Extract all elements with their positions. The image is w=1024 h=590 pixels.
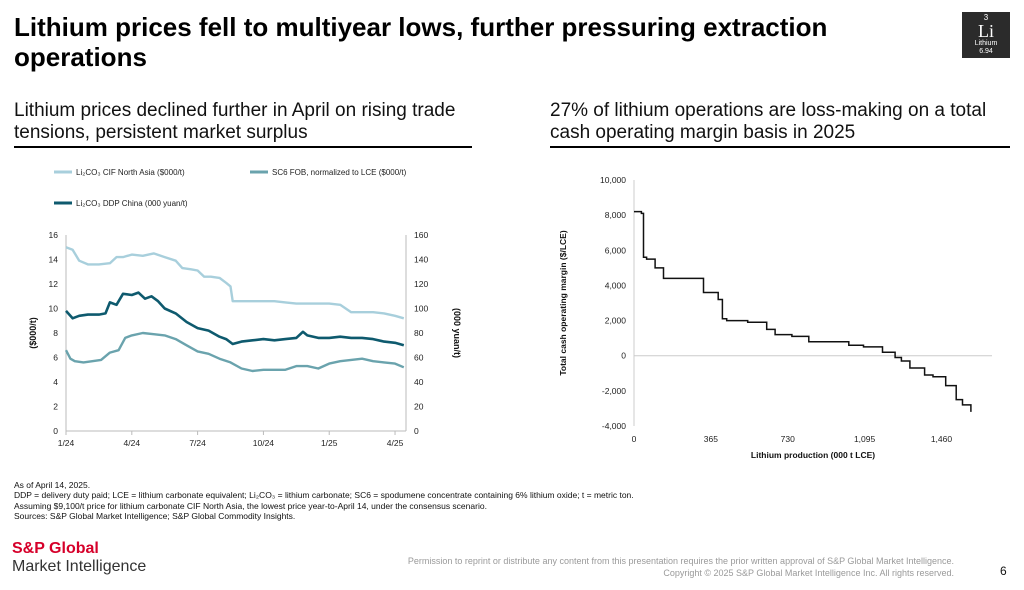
y-right-tick-label: 60 (414, 353, 424, 363)
y-axis-title: ($000/t) (28, 317, 38, 349)
y-right-tick-label: 0 (414, 426, 419, 436)
footnote-assumption: Assuming $9,100/t price for lithium carb… (14, 500, 487, 511)
x-tick-label: 1,460 (931, 434, 953, 444)
x-tick-label: 1/24 (58, 438, 75, 448)
y-right-tick-label: 80 (414, 328, 424, 338)
y-tick-label: -4,000 (602, 421, 626, 431)
element-number: 3 (983, 13, 989, 22)
y-tick-label: 2 (53, 402, 58, 412)
y-tick-label: 6 (53, 353, 58, 363)
x-tick-label: 1,095 (854, 434, 876, 444)
series-line (64, 331, 405, 373)
x-tick-label: 4/24 (124, 438, 141, 448)
y-tick-label: 10,000 (600, 175, 626, 185)
cost-curve-chart: -4,000 -2,000 0 2,000 4,000 6,000 8,000 10,000 0… (558, 175, 992, 460)
y-tick-label: 10 (49, 304, 59, 314)
legend-label: SC6 FOB, normalized to LCE ($000/t) (272, 168, 407, 177)
y-tick-label: 6,000 (605, 245, 627, 255)
y-right-tick-label: 140 (414, 255, 428, 265)
y-right-tick-label: 160 (414, 230, 428, 240)
cost-curve-line (634, 210, 972, 412)
page-number: 6 (1000, 564, 1007, 578)
right-subtitle: 27% of lithium operations are loss-makin… (550, 100, 987, 143)
lithium-element-icon: 3 Li Lithium 6.94 (962, 12, 1010, 58)
copyright-text: Copyright © 2025 S&P Global Market Intel… (663, 568, 954, 578)
y-right-tick-label: 20 (414, 402, 424, 412)
element-mass: 6.94 (979, 48, 993, 55)
permission-notice: Permission to reprint or distribute any … (408, 555, 954, 579)
y-right-tick-label: 40 (414, 377, 424, 387)
footnote-abbreviations: DDP = delivery duty paid; LCE = lithium … (14, 490, 634, 501)
right-divider (550, 146, 1010, 148)
brand-subname: Market Intelligence (12, 558, 147, 575)
x-tick-label: 730 (781, 434, 795, 444)
y-tick-label: 0 (621, 351, 626, 361)
element-symbol: Li (978, 21, 994, 41)
y-axis-title-right: (000 yuan/t) (452, 308, 462, 358)
y-tick-label: 0 (53, 426, 58, 436)
y-tick-label: 12 (49, 279, 59, 289)
x-tick-label: 1/25 (321, 438, 338, 448)
footnotes: As of April 14, 2025. DDP = delivery dut… (14, 480, 634, 522)
footnote-date: As of April 14, 2025. (14, 480, 91, 490)
y-tick-label: 8,000 (605, 210, 627, 220)
series-line (65, 291, 405, 347)
y-axis-title: Total cash operating margin ($/LCE) (558, 230, 568, 375)
legend-label: Li₂CO₃ DDP China (000 yuan/t) (76, 199, 188, 208)
y-tick-label: 4 (53, 377, 58, 387)
x-tick-label: 365 (704, 434, 718, 444)
y-right-tick-label: 100 (414, 304, 428, 314)
left-subtitle: Lithium prices declined further in April… (14, 100, 456, 143)
x-tick-label: 4/25 (387, 438, 404, 448)
legend-label: Li₂CO₃ CIF North Asia ($000/t) (76, 168, 185, 177)
lithium-prices-chart: Li₂CO₃ CIF North Asia ($000/t) SC6 FOB, n… (28, 168, 462, 448)
y-tick-label: -2,000 (602, 386, 626, 396)
y-tick-label: 16 (49, 230, 59, 240)
y-tick-label: 2,000 (605, 316, 627, 326)
permission-text: Permission to reprint or distribute any … (407, 556, 954, 566)
series-line (65, 246, 405, 320)
x-tick-label: 0 (632, 434, 637, 444)
y-tick-label: 4,000 (605, 280, 627, 290)
y-tick-label: 14 (49, 255, 59, 265)
x-tick-label: 7/24 (189, 438, 206, 448)
element-name: Lithium (974, 40, 998, 47)
x-axis-title: Lithium production (000 t LCE) (751, 450, 875, 460)
x-tick-label: 10/24 (253, 438, 275, 448)
footnote-sources: Sources: S&P Global Market Intelligence;… (14, 511, 296, 522)
y-right-tick-label: 120 (414, 279, 428, 289)
left-divider (14, 146, 472, 148)
brand-name: S&P Global (12, 540, 99, 557)
y-tick-label: 8 (53, 328, 58, 338)
page-title: Lithium prices fell to multiyear lows, f… (14, 12, 828, 72)
